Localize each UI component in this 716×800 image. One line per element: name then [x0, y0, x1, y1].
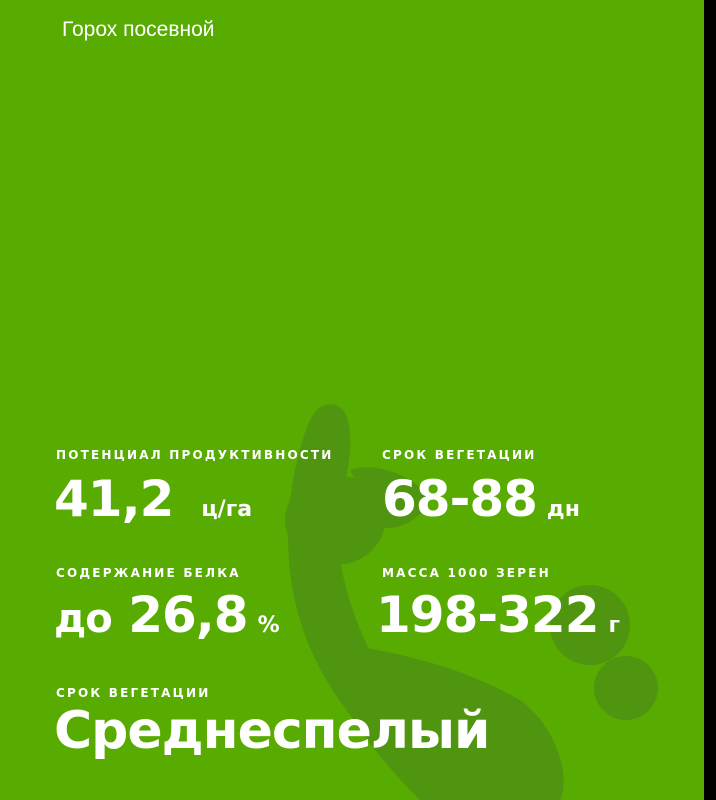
product-title: Горох посевной [62, 18, 215, 41]
stat-value-protein: до 26,8% [54, 590, 280, 640]
stat-prefix: до [54, 596, 113, 642]
stat-unit: г [608, 613, 621, 638]
stat-value-mass: 198-322 г [376, 590, 620, 640]
maturity-label: СРОК ВЕГЕТАЦИИ [56, 686, 211, 700]
maturity-value: Среднеспелый [54, 701, 490, 761]
stat-number: 26,8 [128, 586, 248, 644]
stat-number: 41,2 [54, 470, 174, 528]
stat-unit: дн [546, 497, 580, 522]
stat-value-productivity: 41,2 ц/га [54, 474, 252, 524]
stat-label-protein: СОДЕРЖАНИЕ БЕЛКА [56, 566, 241, 580]
stat-label-mass: МАССА 1000 ЗЕРЕН [382, 566, 551, 580]
stat-unit: ц/га [201, 497, 253, 522]
stat-unit: % [257, 613, 280, 638]
stat-number: 68-88 [382, 470, 538, 528]
stat-label-vegetation: СРОК ВЕГЕТАЦИИ [382, 448, 537, 462]
stat-value-vegetation: 68-88 дн [382, 474, 580, 524]
stat-label-productivity: ПОТЕНЦИАЛ ПРОДУКТИВНОСТИ [56, 448, 334, 462]
stat-number: 198-322 [376, 586, 599, 644]
